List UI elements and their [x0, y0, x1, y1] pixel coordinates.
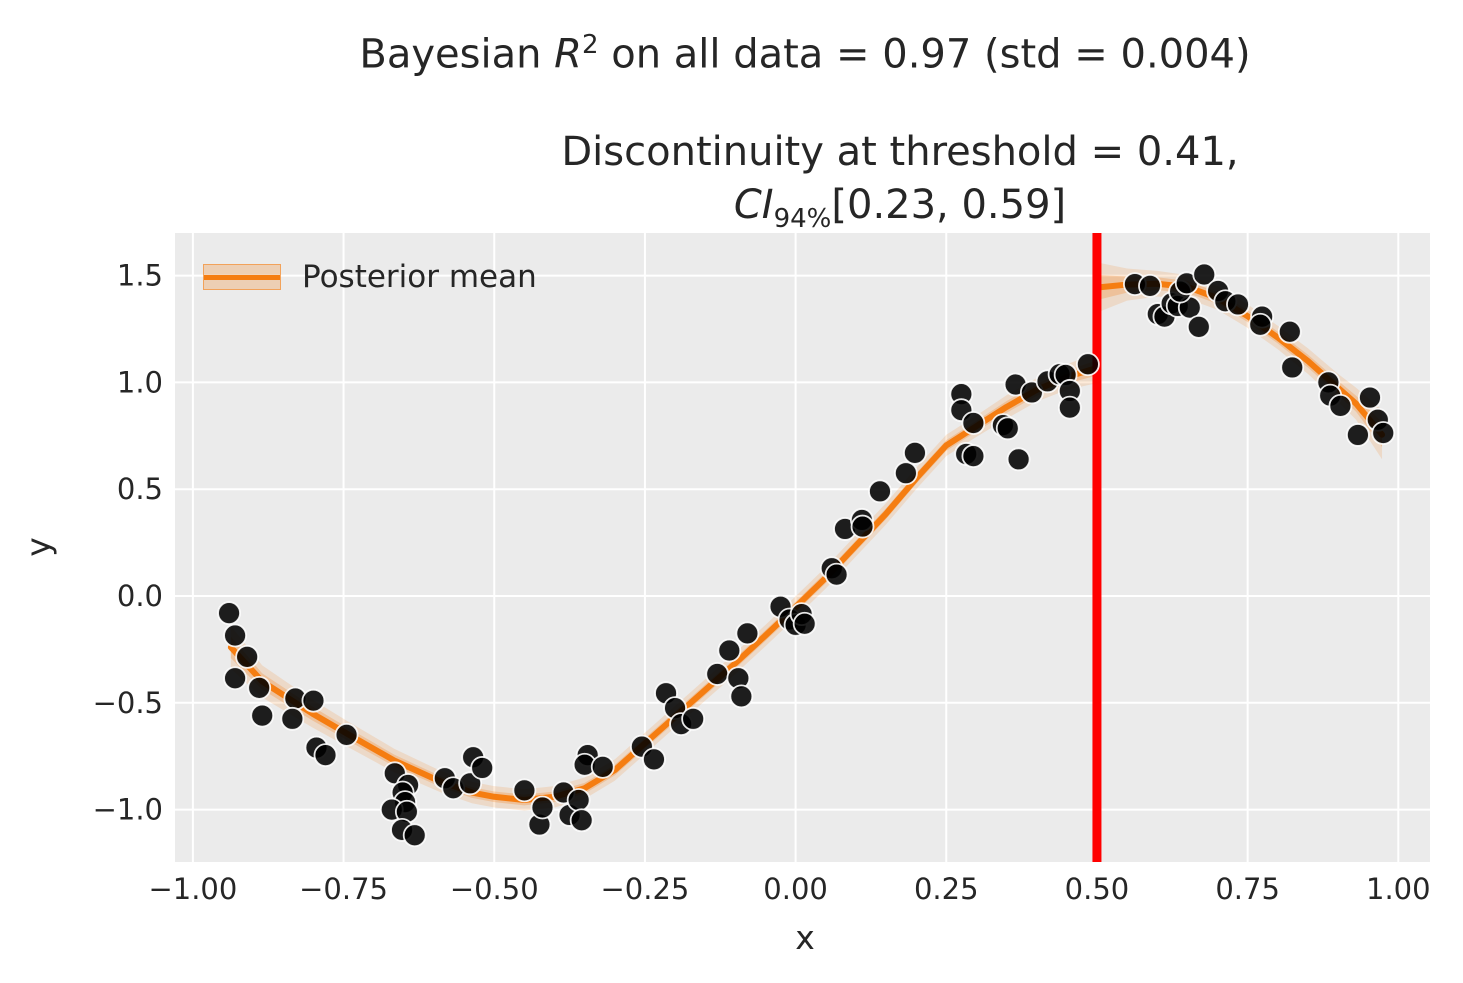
credible-band-outer-left: [230, 353, 1096, 811]
scatter-point: [590, 754, 615, 779]
scatter-point: [1138, 273, 1162, 298]
posterior-mean-line-left: [227, 365, 1099, 803]
x-axis-label: x: [795, 918, 815, 957]
scatter-point: [903, 440, 927, 465]
y-tick-label: 0.5: [117, 472, 163, 506]
scatter-point: [223, 666, 247, 691]
x-tick-label: −1.00: [148, 872, 237, 906]
y-tick-label: 0.0: [117, 579, 163, 613]
y-tick-label: −1.0: [93, 793, 163, 827]
y-tick-label: 1.0: [117, 365, 163, 399]
scatter-point: [313, 743, 338, 768]
axes-title-line2: CI94%[0.23, 0.59]: [561, 179, 1238, 246]
x-tick-label: −0.50: [450, 872, 539, 906]
scatter-point: [961, 411, 986, 435]
scatter-point: [235, 644, 260, 669]
x-tick-label: 1.00: [1366, 872, 1431, 906]
scatter-point: [250, 703, 275, 728]
scatter-point: [1226, 292, 1250, 317]
scatter-point: [402, 823, 427, 848]
scatter-point: [1192, 262, 1217, 287]
x-tick-label: 0.00: [763, 872, 828, 906]
scatter-point: [1358, 385, 1382, 410]
plot-background: [175, 233, 1430, 862]
scatter-point: [1186, 314, 1211, 339]
figure-title-prefix: Bayesian: [359, 31, 555, 78]
x-tick-label: 0.50: [1065, 872, 1130, 906]
scatter-point: [868, 479, 892, 504]
x-tick-label: −0.75: [299, 872, 388, 906]
y-tick-label: 1.5: [117, 259, 163, 293]
legend-line-swatch: [204, 274, 280, 280]
plot-layers: [217, 233, 1396, 862]
scatter-point: [1328, 393, 1353, 418]
scatter-point: [729, 684, 754, 709]
scatter-point: [470, 756, 495, 780]
figure-title: Bayesian R2 on all data = 0.97 (std = 0.…: [359, 20, 1250, 79]
scatter-point: [1346, 423, 1370, 447]
x-tick-label: −0.25: [600, 872, 689, 906]
scatter-point: [1371, 421, 1396, 445]
scatter-point: [1006, 447, 1031, 472]
scatter-point: [961, 444, 986, 468]
scatter-point: [705, 662, 730, 686]
x-tick-label: 0.75: [1215, 872, 1280, 906]
scatter-point: [301, 688, 326, 713]
scatter-point: [1277, 319, 1302, 344]
scatter-point: [566, 788, 591, 812]
scatter-point: [1248, 312, 1273, 337]
x-tick-label: 0.25: [914, 872, 979, 906]
scatter-point: [642, 747, 666, 772]
legend-band-swatch: [203, 264, 281, 290]
scatter-point: [681, 706, 706, 731]
scatter-point: [1057, 395, 1082, 420]
scatter-point: [280, 706, 305, 731]
scatter-point: [824, 562, 849, 587]
ci-subscript: 94%: [773, 204, 832, 234]
y-tick-label: −0.5: [93, 686, 163, 720]
scatter-point: [850, 514, 875, 539]
legend: Posterior mean: [203, 259, 537, 295]
scatter-point: [217, 601, 241, 625]
scatter-point: [569, 808, 594, 833]
scatter-point: [995, 416, 1020, 441]
scatter-point: [717, 638, 742, 663]
scatter-point: [1280, 355, 1305, 380]
ci-symbol: CI: [733, 182, 774, 228]
figure-title-superscript: 2: [581, 30, 599, 60]
scatter-point: [735, 621, 760, 646]
figure-title-variable: R: [554, 31, 582, 78]
scatter-point: [893, 461, 918, 486]
scatter-point: [334, 722, 359, 747]
ci-interval: [0.23, 0.59]: [831, 182, 1067, 228]
scatter-point: [247, 675, 272, 700]
scatter-point: [512, 778, 537, 803]
axes-title-line1: Discontinuity at threshold = 0.41,: [561, 129, 1239, 175]
legend-label: Posterior mean: [302, 259, 537, 295]
scatter-point: [223, 623, 247, 648]
scatter-point: [792, 611, 817, 636]
scatter-point: [1076, 352, 1100, 377]
y-axis-label: y: [18, 537, 58, 557]
axes-title: Discontinuity at threshold = 0.41, CI94%…: [561, 126, 1238, 246]
scatter-point: [530, 795, 555, 820]
figure-title-rest: on all data = 0.97 (std = 0.004): [598, 31, 1251, 78]
